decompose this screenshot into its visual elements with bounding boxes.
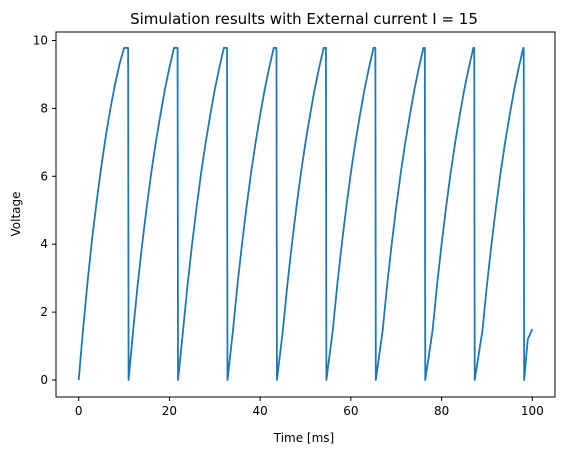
x-tick-label: 40	[252, 404, 267, 418]
x-tick-label: 0	[75, 404, 83, 418]
chart-title: Simulation results with External current…	[130, 10, 478, 28]
x-tick-label: 20	[162, 404, 177, 418]
y-tick-label: 0	[40, 373, 48, 387]
x-axis: 0 20 40 60 80 100	[75, 397, 544, 418]
voltage-series-line	[77, 47, 534, 381]
x-axis-label: Time [ms]	[273, 431, 335, 445]
y-tick-label: 6	[40, 169, 48, 183]
y-tick-label: 8	[40, 101, 48, 115]
x-tick-label: 80	[434, 404, 449, 418]
y-tick-label: 10	[33, 33, 48, 47]
y-axis-label: Voltage	[9, 191, 23, 236]
axes-frame	[55, 31, 556, 398]
y-tick-label: 4	[40, 237, 48, 251]
plot-area: 0 20 40 60 80 100 0 2 4 6 8 10	[33, 31, 556, 418]
x-tick-label: 60	[343, 404, 358, 418]
y-axis: 0 2 4 6 8 10	[33, 33, 56, 387]
y-tick-label: 2	[40, 305, 48, 319]
x-tick-label: 100	[521, 404, 544, 418]
